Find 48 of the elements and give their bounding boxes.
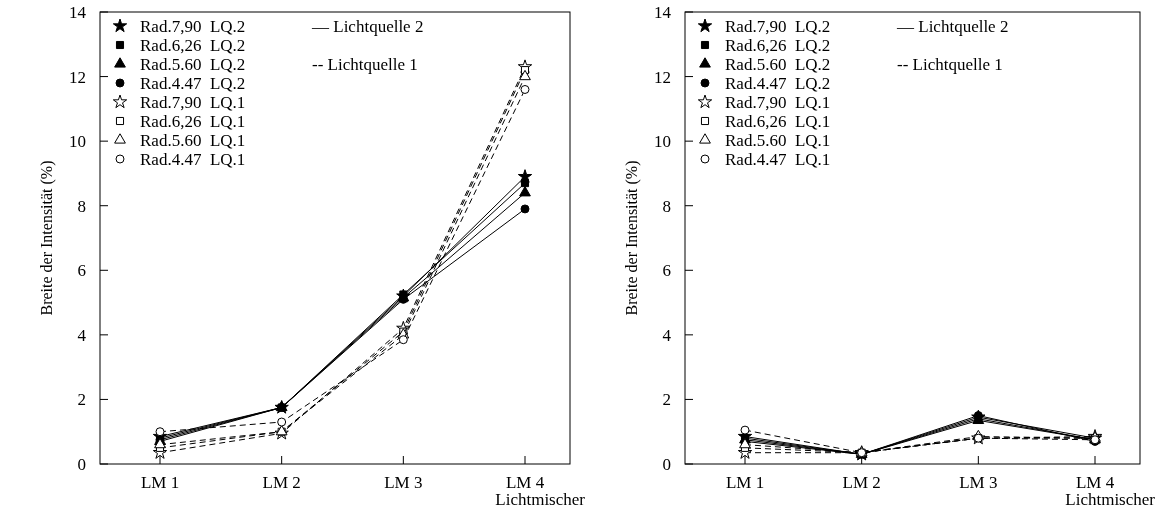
y-tick-label: 4 xyxy=(77,325,87,345)
legend-label: Rad.6,26 LQ.2 xyxy=(140,35,246,55)
legend-label: Rad.6,26 LQ.2 xyxy=(725,35,831,55)
x-tick-label: LM 4 xyxy=(505,473,545,492)
legend-label: Rad.4.47 LQ.2 xyxy=(725,73,831,93)
y-tick-label: 4 xyxy=(662,325,672,345)
x-tick-label: LM 3 xyxy=(959,473,998,492)
y-tick-label: 2 xyxy=(662,390,671,410)
x-tick-label: LM 2 xyxy=(842,473,881,492)
y-axis-title: Breite der Intensität (%) xyxy=(38,160,56,316)
annotation: -- Lichtquelle 1 xyxy=(312,54,418,74)
y-tick-label: 10 xyxy=(654,132,671,152)
y-tick-label: 14 xyxy=(654,2,672,22)
x-tick-label: LM 3 xyxy=(384,473,423,492)
y-axis-title: Breite der Intensität (%) xyxy=(623,160,641,316)
annotation: — Lichtquelle 2 xyxy=(896,16,1009,36)
y-tick-label: 8 xyxy=(662,196,671,216)
legend-label: Rad.7,90 LQ.1 xyxy=(140,92,246,112)
y-tick-label: 6 xyxy=(662,261,671,281)
x-axis-title: Lichtmischer xyxy=(495,490,586,509)
legend-label: Rad.5.60 LQ.1 xyxy=(140,130,246,150)
x-tick-label: LM 1 xyxy=(140,473,180,492)
legend-label: Rad.4.47 LQ.1 xyxy=(140,149,246,169)
x-axis-title: Lichtmischer xyxy=(1065,490,1156,509)
x-tick-label: LM 1 xyxy=(725,473,765,492)
legend-label: Rad.7,90 LQ.1 xyxy=(725,92,831,112)
y-tick-label: 0 xyxy=(662,454,671,474)
y-tick-label: 2 xyxy=(77,390,86,410)
legend-label: Rad.6,26 LQ.1 xyxy=(140,111,246,131)
annotation: -- Lichtquelle 1 xyxy=(897,54,1003,74)
legend-label: Rad.4.47 LQ.1 xyxy=(725,149,831,169)
y-tick-label: 10 xyxy=(69,132,86,152)
legend-label: Rad.7,90 LQ.2 xyxy=(725,16,831,36)
y-tick-label: 12 xyxy=(69,67,86,87)
y-tick-label: 8 xyxy=(77,196,86,216)
x-tick-label: LM 2 xyxy=(262,473,301,492)
legend-label: Rad.6,26 LQ.1 xyxy=(725,111,831,131)
legend-label: Rad.5.60 LQ.2 xyxy=(140,54,246,74)
legend-label: Rad.5.60 LQ.1 xyxy=(725,130,831,150)
annotation: — Lichtquelle 2 xyxy=(311,16,424,36)
y-tick-label: 14 xyxy=(69,2,87,22)
y-tick-label: 6 xyxy=(77,261,86,281)
legend-label: Rad.4.47 LQ.2 xyxy=(140,73,246,93)
x-tick-label: LM 4 xyxy=(1075,473,1115,492)
legend-label: Rad.7,90 LQ.2 xyxy=(140,16,246,36)
legend-label: Rad.5.60 LQ.2 xyxy=(725,54,831,74)
y-tick-label: 0 xyxy=(77,454,86,474)
y-tick-label: 12 xyxy=(654,67,671,87)
